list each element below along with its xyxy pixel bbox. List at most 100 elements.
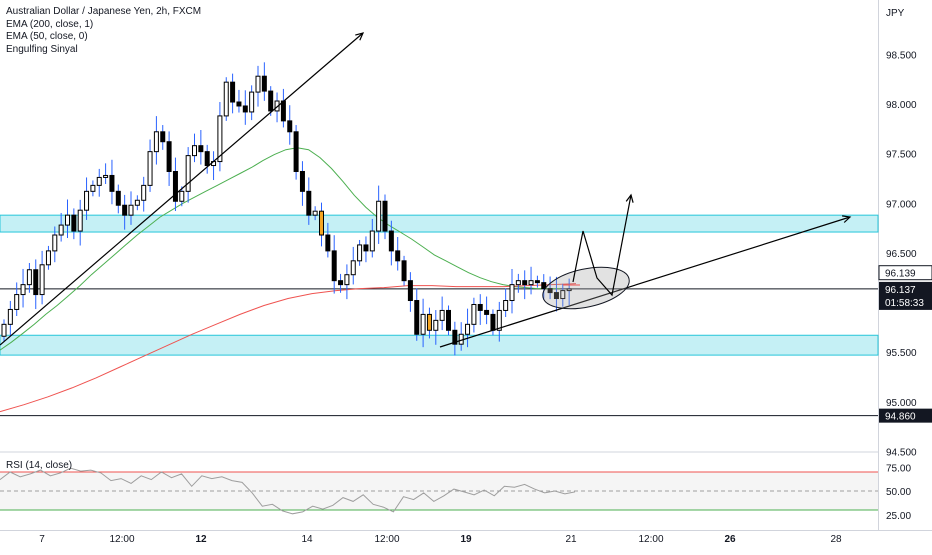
rsi-legend[interactable]: RSI (14, close) <box>6 460 73 471</box>
candle-body <box>185 155 191 192</box>
horizontal-zones <box>0 214 879 417</box>
price-axis: JPY98.50098.00097.50097.00096.50096.0009… <box>886 8 917 522</box>
candle-body <box>293 131 299 172</box>
time-tick: 21 <box>565 534 577 545</box>
candle-body <box>33 269 39 296</box>
countdown-badge-text: 01:58:33 <box>885 298 924 309</box>
rsi-line <box>0 467 576 515</box>
candle-body <box>172 170 178 202</box>
candle-body <box>528 280 534 286</box>
candle-body <box>439 309 445 321</box>
chart-legend: Australian Dollar / Japanese Yen, 2h, FX… <box>6 6 201 56</box>
candle-body <box>198 145 204 153</box>
candle-body <box>134 199 140 206</box>
candle-body <box>242 105 248 113</box>
candle-body <box>52 234 58 252</box>
price-tick: 95.000 <box>886 398 917 409</box>
candle-body <box>109 174 115 192</box>
support-price-badge-text: 94.860 <box>885 412 916 423</box>
rising-support-line <box>439 216 851 348</box>
candle-body <box>26 269 32 286</box>
upper-price-badge-text: 96.139 <box>885 269 916 280</box>
candle-body <box>255 75 261 93</box>
candle-body <box>217 115 223 163</box>
candle-body <box>357 244 363 262</box>
time-tick: 26 <box>724 534 736 545</box>
candle-body <box>249 91 255 113</box>
candle-body <box>230 81 236 103</box>
candle-body <box>560 290 566 300</box>
legend-ema50[interactable]: EMA (50, close, 0) <box>6 31 88 42</box>
time-tick: 12 <box>195 534 207 545</box>
candle-body <box>122 204 128 216</box>
candle-body <box>204 151 210 167</box>
candle-body <box>407 280 413 302</box>
candle-body <box>566 288 572 292</box>
candle-body <box>325 234 331 252</box>
price-tick: 96.500 <box>886 249 917 260</box>
rsi-tick: 50.00 <box>886 487 911 498</box>
rsi-band-fill <box>0 472 878 510</box>
candle-body <box>20 284 26 296</box>
candle-body <box>515 280 521 286</box>
candle-body <box>369 230 375 252</box>
candle-body <box>471 303 477 325</box>
candle-body <box>179 190 185 202</box>
candle-body <box>7 308 13 325</box>
candle-body <box>299 170 305 192</box>
candle-body <box>77 209 83 232</box>
candles <box>1 62 572 356</box>
currency-label: JPY <box>886 8 905 19</box>
candle-body <box>103 174 109 178</box>
current-price-badge <box>879 281 932 310</box>
candle-body <box>541 282 547 290</box>
candle-body <box>338 280 344 286</box>
engulfing-candle <box>319 210 324 236</box>
candle-body <box>280 100 286 122</box>
candle-body <box>96 176 102 186</box>
price-tick: 95.500 <box>886 348 917 359</box>
trend-drawings <box>0 32 852 348</box>
ema-lines <box>0 147 577 413</box>
time-tick: 19 <box>460 534 472 545</box>
legend-engulfing[interactable]: Engulfing Sinyal <box>6 43 78 55</box>
candle-body <box>45 250 51 266</box>
rising-support-arrowhead <box>842 215 852 223</box>
candle-body <box>490 313 496 331</box>
candle-body <box>388 230 394 252</box>
candle-body <box>496 309 502 331</box>
consolidation-ellipse <box>542 266 630 310</box>
candle-body <box>376 200 382 232</box>
time-tick: 12:00 <box>374 534 399 545</box>
candle-body <box>414 300 420 335</box>
candle-body <box>65 214 70 226</box>
time-tick: 7 <box>39 534 45 545</box>
support-zone <box>0 334 879 356</box>
candle-body <box>1 323 7 337</box>
candle-body <box>268 90 274 112</box>
time-tick: 12:00 <box>109 534 134 545</box>
resistance-zone <box>0 214 879 233</box>
candle-body <box>503 300 509 311</box>
candle-body <box>553 292 559 300</box>
candle-body <box>534 280 540 284</box>
candle-body <box>192 145 197 157</box>
time-tick: 14 <box>301 534 313 545</box>
candle-body <box>477 303 483 311</box>
legend-symbol[interactable]: Australian Dollar / Japanese Yen, 2h, FX… <box>6 6 202 17</box>
legend-ema200[interactable]: EMA (200, close, 1) <box>6 18 94 30</box>
candle-body <box>420 313 426 335</box>
projected-path <box>572 194 632 297</box>
current-price-badge-text: 96.137 <box>885 285 916 296</box>
price-badges: 96.139 96.137 01:58:33 94.860 <box>878 265 932 423</box>
ema200-line <box>0 283 577 413</box>
candle-body <box>153 131 159 153</box>
candle-body <box>223 81 229 117</box>
candle-body <box>484 309 490 315</box>
candle-body <box>39 264 45 296</box>
candle-body <box>331 250 337 282</box>
